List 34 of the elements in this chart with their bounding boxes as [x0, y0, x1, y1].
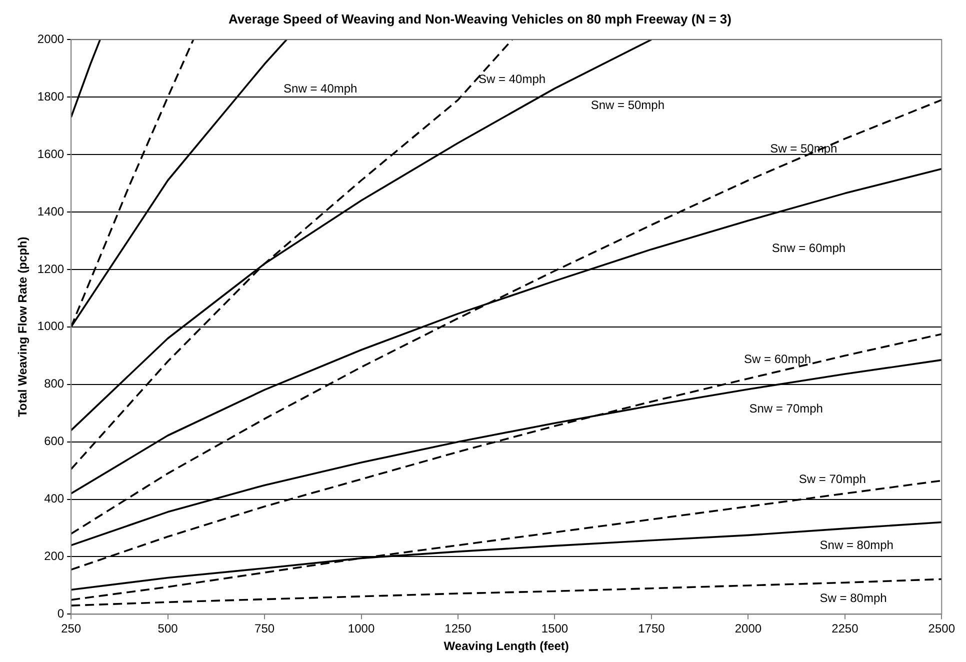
- text: Snw = 60mph: [772, 241, 846, 256]
- x-tick-label: 1750: [638, 622, 666, 636]
- y-tick-label: 1200: [37, 262, 64, 276]
- y-tick-label: 0: [57, 606, 64, 621]
- y-tick-label: 600: [44, 434, 64, 448]
- y-axis-title: Total Weaving Flow Rate (pcph): [16, 236, 30, 418]
- y-tick-label: 400: [44, 492, 64, 506]
- y-tick-label: 1000: [37, 319, 64, 334]
- x-tick-label: 250: [61, 622, 82, 636]
- y-tick-label: 1400: [37, 204, 64, 218]
- x-axis-title: Weaving Length (feet): [444, 639, 569, 654]
- series-label: Sw = 60mph: [744, 352, 812, 366]
- x-tick-label: 1500: [541, 622, 568, 636]
- series-label: Sw = 70mph: [798, 472, 866, 486]
- text: Snw = 40mph: [284, 81, 358, 96]
- x-tick-label: 2250: [832, 622, 859, 636]
- x-tick-label: 2000: [734, 622, 762, 636]
- y-tick-label: 1600: [37, 146, 64, 161]
- x-tick-label: 1250: [444, 622, 472, 636]
- x-tick-label: 500: [158, 622, 178, 636]
- series-label: Snw = 80mph: [820, 538, 894, 552]
- series-label: Sw = 80mph: [820, 591, 887, 605]
- line-series: [71, 578, 942, 606]
- y-tick-label: 200: [44, 549, 64, 564]
- x-tick-label: 1000: [348, 622, 375, 636]
- x-tick-label: 2500: [928, 622, 956, 636]
- text: Snw = 50mph: [590, 98, 665, 112]
- x-tick-label: 750: [254, 622, 275, 636]
- series-label: Sw = 40mph: [478, 72, 546, 86]
- y-tick-label: 2000: [37, 32, 64, 46]
- y-tick-label: 800: [44, 376, 64, 391]
- y-tick-label: 1800: [37, 89, 64, 104]
- series-label: Snw = 70mph: [749, 401, 823, 416]
- chart-title: Average Speed of Weaving and Non-Weaving Vehicles on 80 mph Freeway (N = 3): [228, 11, 732, 26]
